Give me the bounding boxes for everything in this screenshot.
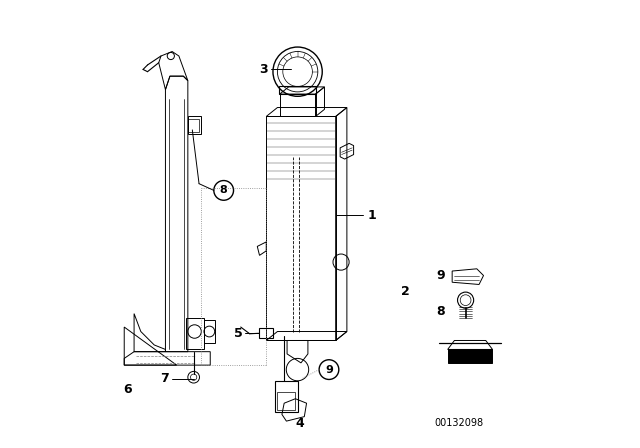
Bar (275, 381, 298, 412)
Polygon shape (448, 349, 493, 363)
Text: 9: 9 (325, 365, 333, 375)
Bar (280, 94, 316, 116)
Bar (204, 320, 215, 343)
Text: 8: 8 (220, 185, 228, 195)
Bar (278, 392, 296, 410)
Text: 1: 1 (368, 208, 377, 222)
Text: 2: 2 (401, 284, 410, 298)
Bar (188, 116, 201, 134)
Bar (186, 318, 204, 349)
Bar (188, 119, 199, 132)
Bar (259, 328, 273, 338)
Text: 3: 3 (260, 63, 268, 76)
Text: 4: 4 (296, 417, 304, 430)
Text: 00132098: 00132098 (435, 418, 483, 428)
Text: 9: 9 (436, 269, 445, 282)
Text: 8: 8 (436, 305, 445, 318)
Bar (266, 116, 336, 340)
Bar (279, 86, 316, 94)
Text: 5: 5 (234, 327, 243, 340)
Text: 7: 7 (160, 372, 168, 385)
Text: 6: 6 (123, 383, 132, 396)
